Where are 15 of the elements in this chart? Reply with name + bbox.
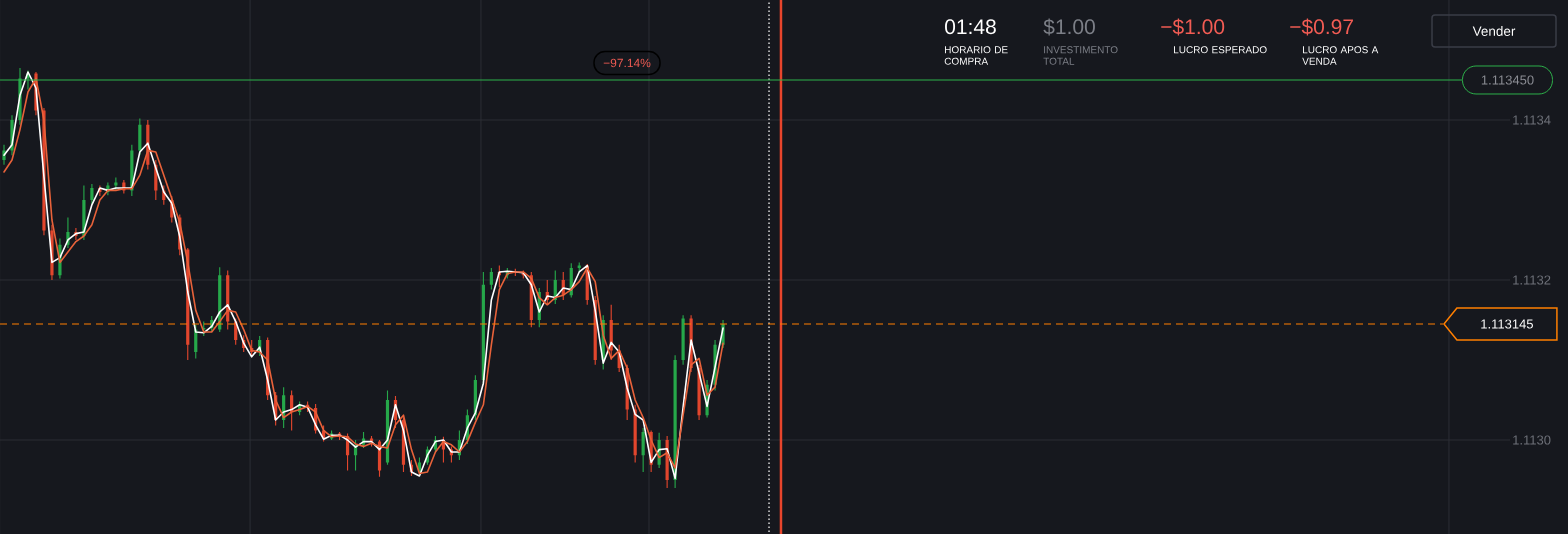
annotation: $1.00 <box>1043 18 1095 36</box>
annotation: −97.14% <box>603 58 651 68</box>
annotation: −$0.97 <box>1290 18 1353 36</box>
y-tick-label: 1.1134 <box>1513 115 1551 125</box>
ref-line-label: 1.113450 <box>1481 75 1534 85</box>
annotation: LUCRO APOS A VENDA <box>1302 46 1379 65</box>
annotation: INVESTIMENTO TOTAL <box>1043 46 1118 65</box>
annotation: 01:48 <box>945 19 996 35</box>
y-tick-label: 1.1132 <box>1513 275 1551 285</box>
annotation: −$1.00 <box>1161 18 1225 36</box>
annotation: LUCRO ESPERADO <box>1174 46 1267 54</box>
ref-line-label: 1.113145 <box>1481 319 1533 329</box>
annotation: Vender <box>1472 26 1516 36</box>
y-tick-label: 1.1130 <box>1513 435 1551 445</box>
annotation: HORARIO DE COMPRA <box>944 46 1008 65</box>
